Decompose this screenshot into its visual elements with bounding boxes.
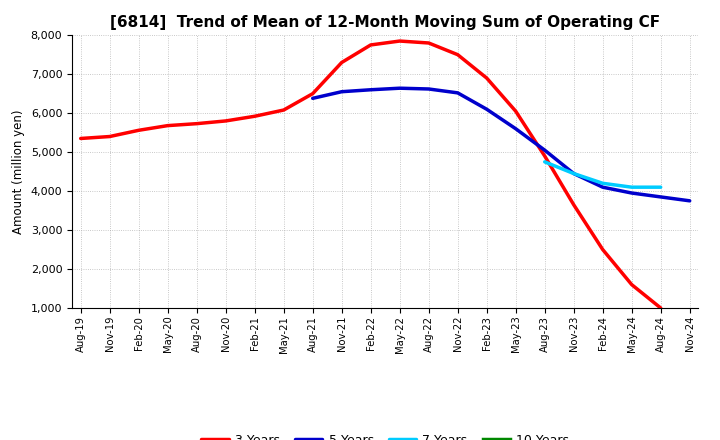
5 Years	[685, 198, 694, 203]
7 Years	[541, 159, 549, 165]
3 Years	[308, 91, 317, 96]
Line: 3 Years: 3 Years	[81, 41, 661, 308]
3 Years	[598, 247, 607, 252]
3 Years	[627, 282, 636, 287]
7 Years	[657, 184, 665, 190]
3 Years	[221, 118, 230, 124]
Legend: 3 Years, 5 Years, 7 Years, 10 Years: 3 Years, 5 Years, 7 Years, 10 Years	[196, 429, 575, 440]
3 Years	[570, 202, 578, 207]
5 Years	[308, 95, 317, 101]
5 Years	[657, 194, 665, 200]
5 Years	[570, 171, 578, 176]
3 Years	[135, 128, 143, 133]
5 Years	[338, 89, 346, 94]
5 Years	[511, 126, 520, 132]
Line: 5 Years: 5 Years	[312, 88, 690, 201]
Title: [6814]  Trend of Mean of 12-Month Moving Sum of Operating CF: [6814] Trend of Mean of 12-Month Moving …	[110, 15, 660, 30]
3 Years	[366, 42, 375, 48]
3 Years	[105, 134, 114, 139]
7 Years	[570, 171, 578, 176]
5 Years	[541, 147, 549, 153]
3 Years	[251, 114, 259, 119]
7 Years	[598, 181, 607, 186]
3 Years	[657, 305, 665, 311]
3 Years	[454, 52, 462, 57]
5 Years	[366, 87, 375, 92]
7 Years	[627, 184, 636, 190]
Y-axis label: Amount (million yen): Amount (million yen)	[12, 110, 25, 234]
5 Years	[395, 85, 404, 91]
Line: 7 Years: 7 Years	[545, 162, 661, 187]
3 Years	[279, 107, 288, 113]
3 Years	[482, 75, 491, 81]
3 Years	[511, 109, 520, 114]
5 Years	[598, 184, 607, 190]
5 Years	[627, 191, 636, 196]
5 Years	[424, 86, 433, 92]
3 Years	[76, 136, 85, 141]
3 Years	[163, 123, 172, 128]
3 Years	[424, 40, 433, 46]
5 Years	[482, 106, 491, 112]
3 Years	[338, 60, 346, 65]
5 Years	[454, 90, 462, 95]
3 Years	[395, 38, 404, 44]
3 Years	[192, 121, 201, 126]
3 Years	[541, 154, 549, 159]
